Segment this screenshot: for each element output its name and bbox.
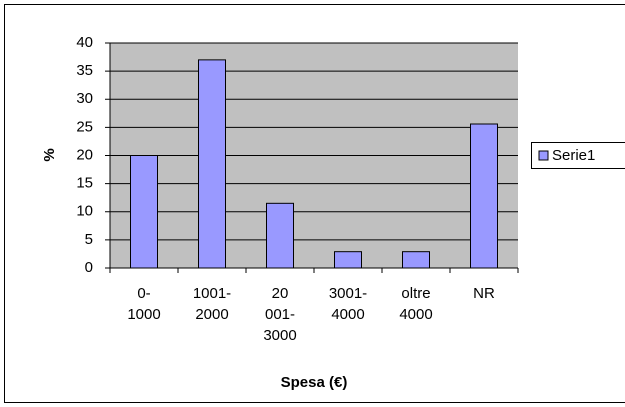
bar [130, 155, 158, 269]
bar [402, 251, 430, 269]
x-tick-label: 0-1000 [127, 285, 160, 323]
y-tick-label: 10 [76, 203, 93, 220]
legend-swatch [538, 150, 549, 161]
x-tick-label: 1001-2000 [193, 285, 231, 323]
y-tick-label: 40 [76, 34, 93, 51]
y-axis-label: % [41, 148, 58, 161]
x-tick-label: 3001-4000 [329, 285, 367, 323]
legend-label: Serie1 [552, 147, 595, 164]
bar [266, 202, 294, 269]
y-tick-label: 30 [76, 90, 93, 107]
bar [334, 251, 362, 269]
x-tick-label: NR [473, 285, 495, 302]
bar [198, 59, 226, 269]
y-tick-label: 20 [76, 146, 93, 163]
y-tick-label: 0 [85, 259, 93, 276]
x-tick-label: 20 001-3000 [263, 285, 296, 344]
bar [470, 123, 498, 269]
y-tick-label: 5 [85, 231, 93, 248]
x-tick-label: oltre 4000 [399, 285, 432, 323]
y-tick-label: 15 [76, 175, 93, 192]
x-axis-label: Spesa (€) [281, 374, 348, 391]
y-tick-label: 25 [76, 118, 93, 135]
y-tick-label: 35 [76, 62, 93, 79]
